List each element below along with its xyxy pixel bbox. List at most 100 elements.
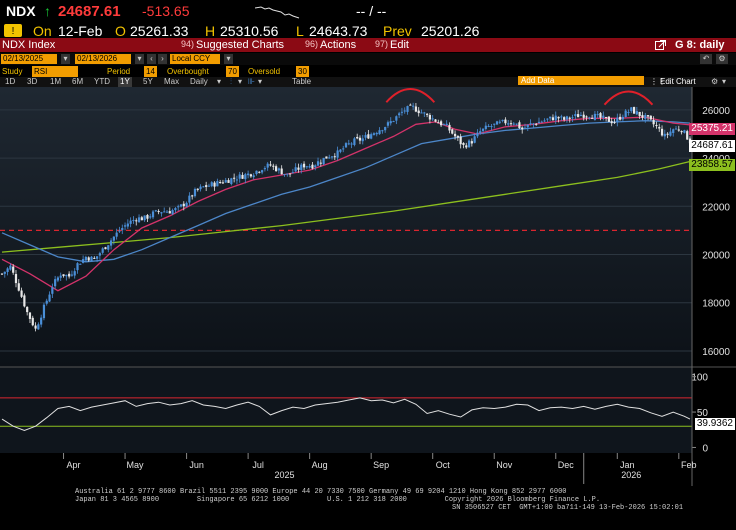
rsi-tick-label: 0 (702, 443, 708, 454)
chart-type-icon[interactable]: ⫶ (230, 77, 232, 86)
range-1m[interactable]: 1M (50, 77, 62, 86)
rsi-panel-background (0, 367, 692, 453)
candle-body (255, 170, 258, 175)
start-date-field[interactable]: 02/13/2025 (1, 54, 57, 64)
range-1y[interactable]: 1Y (118, 77, 132, 87)
edit-chart-button[interactable]: Edit Chart (660, 77, 696, 86)
candle-body (414, 106, 418, 112)
period-label: Period (107, 67, 131, 76)
candle-body (305, 166, 308, 168)
candle-body (70, 274, 74, 276)
currency-select[interactable]: Local CCY (170, 54, 220, 64)
candle-body (202, 186, 205, 188)
candle-body (40, 317, 43, 325)
candle-body (607, 116, 610, 122)
candle-body (31, 317, 34, 326)
candle-body (364, 135, 367, 138)
study-select[interactable]: RSI (32, 66, 78, 77)
candle-body (336, 150, 339, 158)
candle-body (59, 275, 62, 278)
index-name[interactable]: NDX Index (2, 39, 56, 51)
candle-body (646, 115, 650, 117)
candle-body (593, 113, 597, 120)
candle-body (205, 185, 208, 187)
month-label: Feb (681, 460, 697, 470)
menu-suggested-charts[interactable]: Suggested Charts (196, 39, 285, 51)
oversold-input[interactable]: 30 (296, 66, 309, 77)
candle-body (247, 173, 250, 176)
chart-type-menu-icon[interactable]: ▾ (238, 77, 243, 86)
month-label: Aug (312, 460, 328, 470)
next-period-icon[interactable]: › (158, 54, 167, 64)
end-date-menu-icon[interactable]: ▾ (135, 54, 144, 64)
candle-body (439, 121, 443, 126)
candle-body (445, 123, 448, 126)
candle-body (378, 130, 381, 135)
range-ytd[interactable]: YTD (94, 77, 110, 86)
edit-chart-icon[interactable]: ⋮⋮ (650, 77, 666, 86)
add-data-button[interactable]: Add Data (518, 76, 644, 85)
candle-body (241, 174, 244, 179)
candle-body (423, 112, 426, 114)
month-label: Jan (620, 460, 635, 470)
candle-body (663, 133, 666, 137)
menu-actions[interactable]: Actions (320, 39, 357, 51)
range-max[interactable]: Max (164, 77, 180, 86)
candle-body (109, 240, 113, 246)
candle-body (260, 170, 264, 173)
bar-style-menu-icon[interactable]: ▾ (258, 77, 263, 86)
candle-body (518, 122, 521, 129)
external-link-icon[interactable] (655, 40, 666, 50)
candle-body (350, 143, 353, 145)
menu-edit[interactable]: Edit (390, 39, 409, 51)
ticker-symbol[interactable]: NDX (6, 3, 36, 19)
bar-style-icon[interactable]: ⊪ (248, 77, 255, 86)
month-label: Nov (496, 460, 513, 470)
candle-body (453, 133, 457, 137)
candle-body (660, 128, 664, 136)
candle-body (467, 140, 471, 148)
bid-ask: -- / -- (356, 3, 387, 19)
candle-body (669, 131, 672, 136)
candle-body (291, 172, 294, 174)
chart-options-icon[interactable]: ⚙ (711, 77, 719, 86)
period-input[interactable]: 14 (144, 66, 157, 77)
candle-body (616, 117, 619, 123)
candle-body (448, 124, 451, 131)
candle-body (574, 114, 577, 117)
ma-short-line (1, 116, 691, 292)
candle-body (540, 121, 543, 123)
candle-body (104, 247, 107, 250)
chart-group-label[interactable]: G 8: daily (675, 39, 725, 51)
candle-body (604, 116, 608, 118)
range-3d[interactable]: 3D (27, 77, 38, 86)
month-label: Apr (67, 460, 81, 470)
candle-body (230, 178, 233, 185)
candle-body (484, 125, 487, 129)
candle-body (84, 256, 88, 261)
frequency-menu-icon[interactable]: ▾ (217, 77, 222, 86)
candle-body (655, 125, 658, 127)
overbought-input[interactable]: 70 (226, 66, 239, 77)
candle-body (224, 180, 227, 183)
candle-body (680, 131, 683, 133)
prev-period-icon[interactable]: ‹ (147, 54, 156, 64)
candle-body (392, 121, 395, 123)
undo-icon[interactable]: ↶ (700, 54, 712, 64)
candle-body (551, 117, 555, 121)
table-button[interactable]: Table (292, 77, 312, 86)
frequency-select[interactable]: Daily (190, 77, 208, 86)
price-tick-label: 16000 (702, 347, 730, 358)
end-date-field[interactable]: 02/13/2026 (75, 54, 131, 64)
range-5y[interactable]: 5Y (143, 77, 153, 86)
candle-body (342, 148, 345, 150)
currency-menu-icon[interactable]: ▾ (224, 54, 233, 64)
settings-icon[interactable]: ⚙ (716, 54, 728, 64)
candle-body (258, 171, 261, 173)
chart-options-menu-icon[interactable]: ▾ (722, 77, 727, 86)
ma-short-label: 25375.21 (689, 123, 735, 135)
price-chart[interactable]: 160001800020000220002400026000050100 Apr… (0, 87, 736, 486)
range-1d[interactable]: 1D (5, 77, 16, 86)
range-6m[interactable]: 6M (72, 77, 84, 86)
start-date-menu-icon[interactable]: ▾ (61, 54, 70, 64)
